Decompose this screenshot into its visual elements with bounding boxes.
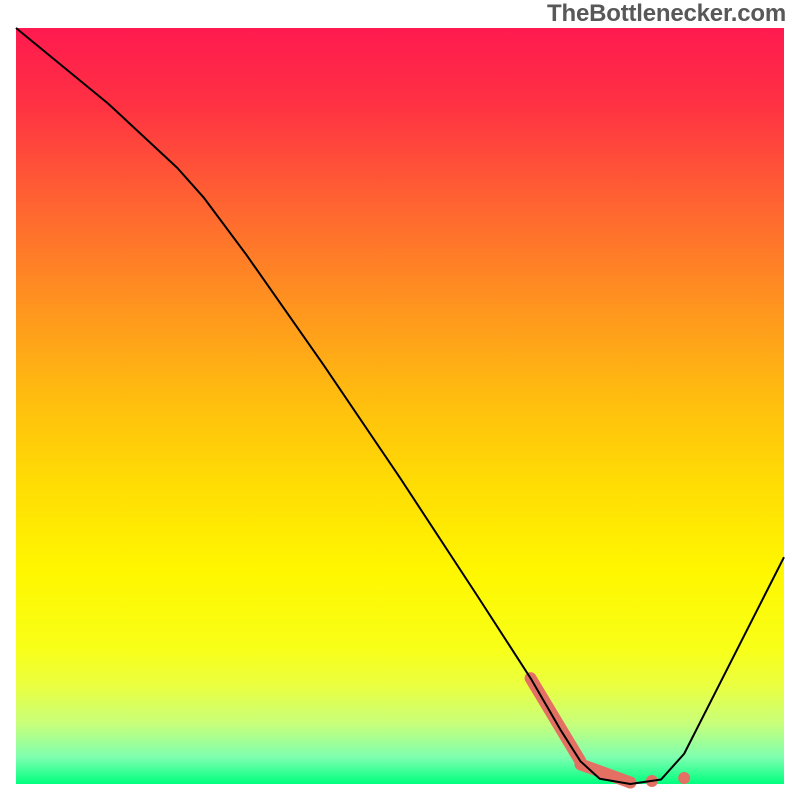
gradient-plot-area xyxy=(16,28,784,784)
watermark-text: TheBottlenecker.com xyxy=(547,0,786,28)
chart-svg xyxy=(0,0,800,800)
chart-container: TheBottlenecker.com xyxy=(0,0,800,800)
